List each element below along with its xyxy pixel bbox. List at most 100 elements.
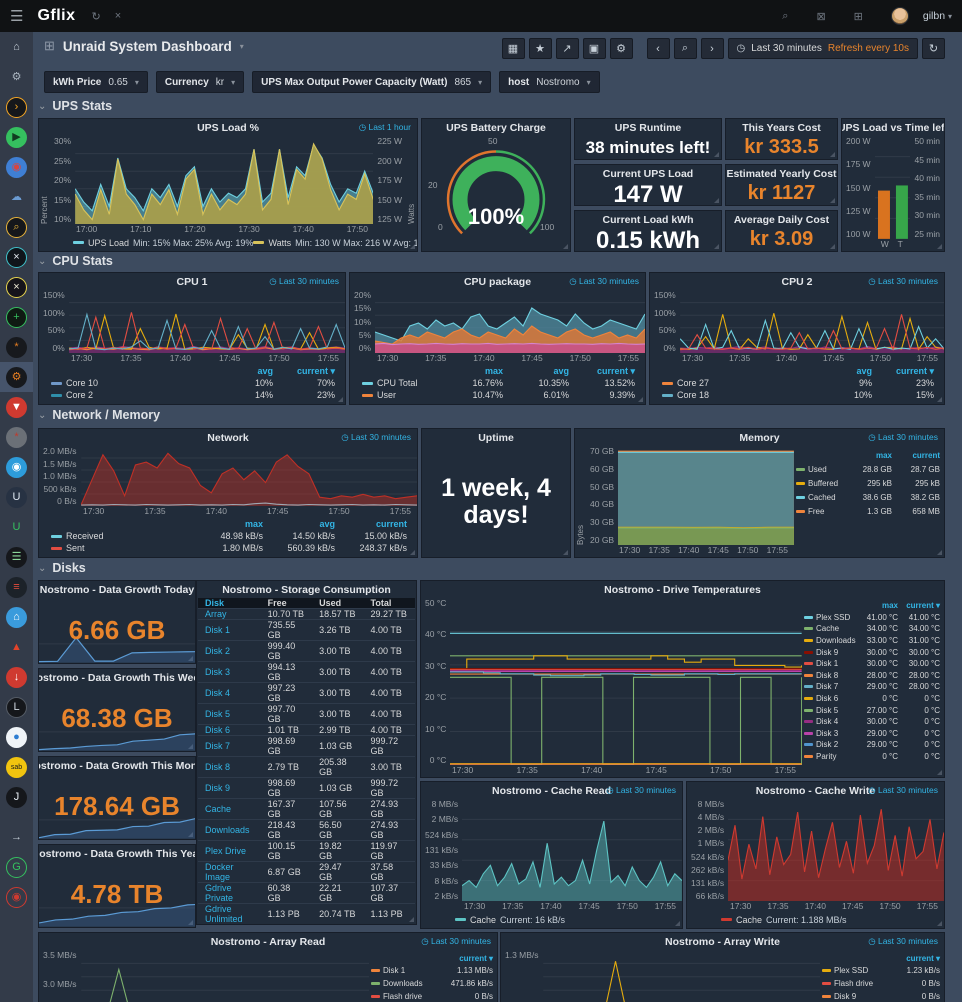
table-cell-disk[interactable]: Disk 5 <box>205 709 231 719</box>
panel-title[interactable]: Estimated Yearly Cost <box>726 167 837 180</box>
app-drop-icon[interactable]: ● <box>0 722 33 752</box>
legend-column-header[interactable]: avg <box>257 366 273 376</box>
avatar[interactable] <box>890 7 909 25</box>
variable-3[interactable]: host Nostromo ▾ <box>499 71 600 93</box>
chart-area[interactable] <box>542 950 820 1002</box>
legend-series-label[interactable]: UPS Load Min: 15% Max: 25% Avg: 19% <box>73 238 253 248</box>
legend-column-header[interactable]: max <box>875 450 892 460</box>
chart-area[interactable] <box>618 446 794 545</box>
table-column-header[interactable]: Disk <box>205 598 225 608</box>
panel-title[interactable]: Average Daily Cost <box>733 213 830 226</box>
chart-area[interactable] <box>728 799 944 901</box>
kiosk-icon[interactable]: ⊠ <box>816 10 826 23</box>
app-cloud-icon[interactable]: ☁ <box>0 182 33 212</box>
legend-series-label[interactable]: Cache Current: 16 kB/s <box>455 915 565 925</box>
legend-series-label[interactable]: Core 18 <box>662 390 810 400</box>
app-cross-yellow-icon[interactable]: × <box>0 272 33 302</box>
table-cell-disk[interactable]: Cache <box>205 804 232 814</box>
panel-title[interactable]: Nostromo - Drive Temperatures <box>604 583 761 596</box>
app-media-blue-icon[interactable]: ◉ <box>0 152 33 182</box>
app-play-green-icon[interactable]: ▶ <box>0 122 33 152</box>
zoom-back-icon[interactable]: ‹ <box>646 38 670 59</box>
legend-column-header[interactable]: current ▾ <box>906 601 940 611</box>
chevron-down-icon[interactable]: ▾ <box>239 41 244 51</box>
variable-0[interactable]: kWh Price 0.65 ▾ <box>44 71 148 93</box>
zoom-out-icon[interactable]: ⌕ <box>673 38 697 59</box>
panel-title[interactable]: Current Load kWh <box>602 213 694 226</box>
legend-series-label[interactable]: Disk 2 <box>804 740 856 749</box>
app-red-ring-icon[interactable]: ◉ <box>0 882 33 912</box>
row-header-network-memory[interactable]: ⌄ Network / Memory <box>38 408 160 422</box>
close-icon[interactable]: × <box>114 10 122 22</box>
legend-series-label[interactable]: Disk 9 <box>804 648 856 657</box>
panel-title[interactable]: CPU 1 <box>176 275 208 288</box>
table-cell-disk[interactable]: Disk 1 <box>205 625 231 635</box>
panel-title[interactable]: Nostromo - Data Growth This Year <box>38 847 196 860</box>
legend-column-header[interactable]: current ▾ <box>906 953 940 963</box>
legend-series-label[interactable]: Core 27 <box>662 378 810 388</box>
app-gitlab-icon[interactable]: ▲ <box>0 632 33 662</box>
apps-icon[interactable]: ⊞ <box>853 10 863 23</box>
settings-icon[interactable]: ⚙ <box>609 38 633 59</box>
legend-series-label[interactable]: Free <box>796 507 844 516</box>
panel-title[interactable]: Nostromo - Array Write <box>665 935 780 948</box>
legend-series-label[interactable]: Cache Current: 1.188 MB/s <box>721 915 847 925</box>
legend-series-label[interactable]: Buffered <box>796 479 844 488</box>
chart-area[interactable] <box>679 290 944 353</box>
legend-column-header[interactable]: current ▾ <box>895 365 934 376</box>
home-icon[interactable]: ⌂ <box>0 32 33 62</box>
panel-title[interactable]: Nostromo - Data Growth Today <box>39 583 195 596</box>
legend-series-label[interactable]: Downloads <box>371 979 435 988</box>
panel-title[interactable]: Nostromo - Cache Read <box>491 784 612 797</box>
panel-time-override[interactable]: ◷ Last 30 minutes <box>868 276 938 286</box>
panel-title[interactable]: This Years Cost <box>742 121 821 134</box>
panel-title[interactable]: Uptime <box>478 431 514 444</box>
app-ubiquiti-icon[interactable]: U <box>0 482 33 512</box>
row-header-disks[interactable]: ⌄ Disks <box>38 561 86 575</box>
legend-series-label[interactable]: Disk 6 <box>804 694 856 703</box>
table-cell-disk[interactable]: Disk 2 <box>205 646 231 656</box>
legend-series-label[interactable]: Disk 9 <box>822 992 886 1001</box>
table-cell-disk[interactable]: Disk 8 <box>205 762 231 772</box>
table-cell-disk[interactable]: Array <box>205 609 227 619</box>
panel-title[interactable]: UPS Battery Charge <box>446 121 546 134</box>
settings-icon[interactable]: ⚙ <box>0 62 33 92</box>
save-icon[interactable]: ▣ <box>582 38 606 59</box>
legend-series-label[interactable]: Disk 4 <box>804 717 856 726</box>
table-cell-disk[interactable]: Disk 4 <box>205 688 231 698</box>
app-lazy-icon[interactable]: L <box>0 692 33 722</box>
chart-area[interactable] <box>80 950 369 1002</box>
legend-series-label[interactable]: User <box>362 390 437 400</box>
legend-series-label[interactable]: Core 2 <box>51 390 211 400</box>
legend-series-label[interactable]: CPU Total <box>362 378 437 388</box>
table-column-header[interactable]: Used <box>319 598 342 608</box>
panel-title[interactable]: Nostromo - Cache Write <box>755 784 876 797</box>
time-picker[interactable]: ◷ Last 30 minutes Refresh every 10s <box>727 38 918 59</box>
legend-series-label[interactable]: Core 10 <box>51 378 211 388</box>
legend-series-label[interactable]: Downloads <box>804 636 856 645</box>
hamburger-icon[interactable]: ☰ <box>10 8 24 25</box>
search-icon[interactable]: ⌕ <box>782 9 789 22</box>
chart-area[interactable] <box>462 799 682 901</box>
chart-area[interactable] <box>874 136 911 239</box>
app-stack-icon[interactable]: ≡ <box>0 572 33 602</box>
legend-series-label[interactable]: Flash drive <box>371 992 435 1001</box>
chart-area[interactable] <box>68 290 345 353</box>
chart-area[interactable] <box>75 136 374 224</box>
legend-column-header[interactable]: current ▾ <box>459 953 493 963</box>
legend-column-header[interactable]: current ▾ <box>296 365 335 376</box>
legend-series-label[interactable]: Plex SSD <box>804 613 856 622</box>
panel-title[interactable]: Memory <box>739 431 780 444</box>
legend-series-label[interactable]: Cached <box>796 493 844 502</box>
legend-series-label[interactable]: Disk 3 <box>804 729 856 738</box>
legend-series-label[interactable]: Disk 1 <box>804 659 856 668</box>
gauge-arc[interactable] <box>422 136 570 251</box>
table-cell-disk[interactable]: Docker Image <box>205 862 234 882</box>
legend-series-label[interactable]: Disk 7 <box>804 682 856 691</box>
app-sab-icon[interactable]: sab <box>0 752 33 782</box>
panel-title[interactable]: Nostromo - Storage Consumption <box>222 583 391 596</box>
legend-series-label[interactable]: Disk 8 <box>804 671 856 680</box>
app-logo[interactable]: Gflix <box>37 7 76 24</box>
app-download-red-icon[interactable]: ↓ <box>0 662 33 692</box>
app-cross-teal-icon[interactable]: × <box>0 242 33 272</box>
